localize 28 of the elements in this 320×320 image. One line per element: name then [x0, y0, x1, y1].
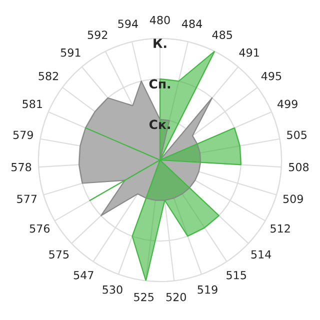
spoke-label: 525 [134, 292, 154, 302]
spoke-label: 509 [283, 194, 303, 204]
spoke-label: 577 [17, 194, 37, 204]
spoke-label: 484 [182, 20, 202, 28]
spoke-label: 508 [288, 162, 309, 172]
spoke-label: 591 [60, 48, 80, 57]
spoke-label: 575 [49, 250, 69, 259]
spoke-label: 530 [102, 285, 122, 294]
y-tick-label: К. [154, 38, 166, 48]
spoke-label: 594 [118, 20, 138, 28]
spoke-label: 499 [278, 100, 298, 108]
spoke-label: 519 [198, 285, 218, 294]
spoke-label: 581 [22, 100, 42, 108]
spoke-label: 592 [88, 30, 108, 40]
spoke-label: 576 [30, 224, 50, 233]
spoke-label: 480 [150, 16, 170, 24]
spoke-label: 485 [212, 30, 232, 40]
spoke-label: 495 [261, 72, 282, 80]
spoke-label: 515 [226, 271, 246, 280]
spoke-label: 579 [13, 130, 33, 140]
spoke-label: 514 [251, 250, 272, 259]
spoke-label: 578 [12, 162, 32, 172]
spoke-label: 491 [239, 48, 259, 57]
spoke-label: 582 [38, 72, 58, 80]
spoke-label: 520 [166, 292, 186, 302]
spoke-label: 512 [270, 224, 290, 233]
spoke-label: 505 [287, 130, 306, 140]
spoke-label: 547 [74, 271, 94, 280]
